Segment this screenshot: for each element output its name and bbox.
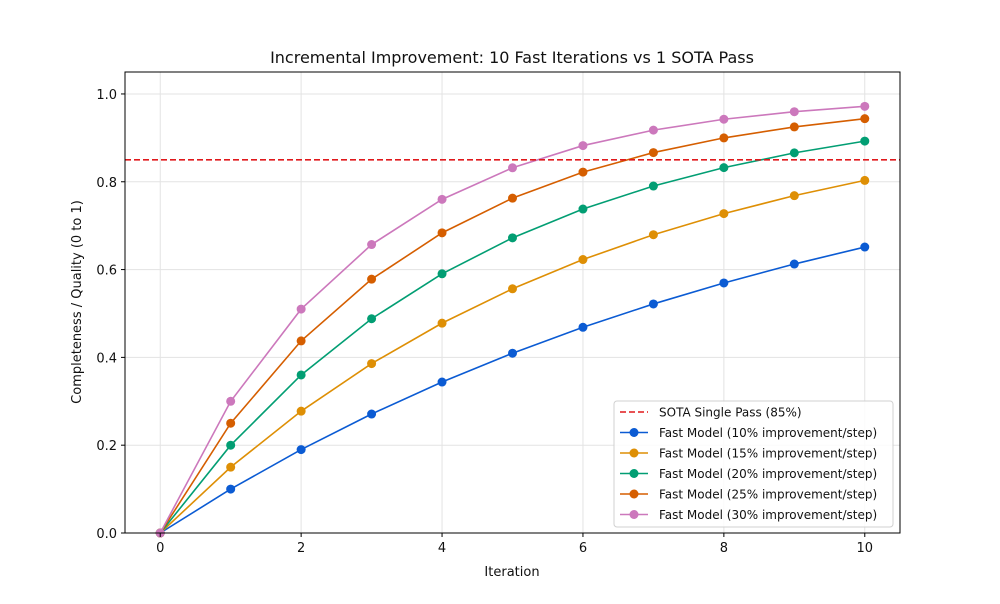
- legend-label: Fast Model (20% improvement/step): [659, 467, 877, 481]
- data-point: [648, 125, 658, 135]
- y-tick-label: 0.6: [96, 264, 117, 279]
- data-point: [860, 136, 870, 146]
- data-point: [226, 462, 236, 472]
- legend-label: Fast Model (30% improvement/step): [659, 508, 877, 522]
- data-point: [648, 299, 658, 309]
- data-point: [789, 191, 799, 201]
- data-point: [578, 204, 588, 214]
- data-point: [437, 269, 447, 279]
- ticks: 0 2 4 6 8 10 0.0 0.2 0.4 0.6 0.8 1.0: [96, 88, 873, 556]
- x-tick-label: 4: [438, 541, 446, 556]
- data-point: [860, 114, 870, 124]
- data-point: [789, 107, 799, 117]
- data-point: [226, 484, 236, 494]
- legend-marker: [629, 469, 639, 478]
- data-point: [296, 336, 306, 346]
- data-point: [789, 148, 799, 158]
- x-tick-label: 2: [297, 541, 305, 556]
- legend-label: Fast Model (10% improvement/step): [659, 426, 877, 440]
- x-tick-label: 10: [856, 541, 873, 556]
- legend-marker: [629, 489, 639, 499]
- data-point: [719, 163, 729, 173]
- series-group: [125, 101, 900, 538]
- y-tick-label: 0.0: [96, 527, 117, 542]
- data-point: [648, 181, 658, 191]
- data-point: [648, 148, 658, 158]
- legend-label: Fast Model (15% improvement/step): [659, 447, 877, 461]
- data-point: [789, 259, 799, 269]
- data-point: [789, 122, 799, 132]
- data-point: [860, 101, 870, 111]
- y-tick-label: 0.4: [96, 351, 117, 366]
- data-point: [508, 163, 517, 173]
- data-point: [437, 377, 447, 387]
- data-point: [296, 304, 306, 314]
- data-point: [860, 242, 870, 252]
- x-tick-label: 0: [156, 541, 164, 556]
- data-point: [437, 194, 447, 204]
- data-point: [437, 228, 447, 238]
- data-point: [508, 233, 517, 243]
- data-point: [367, 274, 377, 284]
- data-point: [437, 318, 447, 328]
- legend: SOTA Single Pass (85%) Fast Model (10% im…: [613, 400, 894, 528]
- data-point: [296, 445, 306, 455]
- data-point: [508, 284, 517, 294]
- data-point: [296, 370, 306, 380]
- data-point: [508, 348, 517, 358]
- data-point: [578, 141, 588, 151]
- data-point: [296, 406, 306, 416]
- data-point: [226, 396, 236, 406]
- data-point: [860, 175, 870, 185]
- data-point: [578, 322, 588, 332]
- axes-frame: [124, 71, 901, 534]
- x-tick-label: 6: [579, 541, 587, 556]
- x-axis-label: Iteration: [484, 565, 539, 580]
- legend-marker: [629, 448, 639, 458]
- data-point: [578, 167, 588, 177]
- legend-marker: [629, 510, 639, 519]
- y-tick-label: 1.0: [96, 88, 117, 103]
- data-point: [719, 209, 729, 219]
- chart-title: Incremental Improvement: 10 Fast Iterati…: [270, 48, 754, 67]
- data-point: [367, 409, 377, 419]
- data-point: [508, 193, 517, 203]
- legend-label: Fast Model (25% improvement/step): [659, 488, 877, 502]
- legend-marker: [629, 428, 639, 437]
- data-point: [719, 114, 729, 124]
- data-point: [648, 230, 658, 240]
- legend-label: SOTA Single Pass (85%): [659, 406, 802, 420]
- y-axis-label: Completeness / Quality (0 to 1): [70, 200, 85, 404]
- data-point: [719, 133, 729, 143]
- data-point: [367, 240, 377, 250]
- x-tick-label: 8: [720, 541, 728, 556]
- data-point: [578, 255, 588, 265]
- legend-box: [613, 400, 894, 528]
- data-point: [226, 440, 236, 450]
- data-point: [367, 314, 377, 324]
- data-point: [226, 418, 236, 428]
- data-point: [719, 278, 729, 288]
- data-point: [367, 359, 377, 369]
- y-tick-label: 0.2: [96, 439, 117, 454]
- y-tick-label: 0.8: [96, 176, 117, 191]
